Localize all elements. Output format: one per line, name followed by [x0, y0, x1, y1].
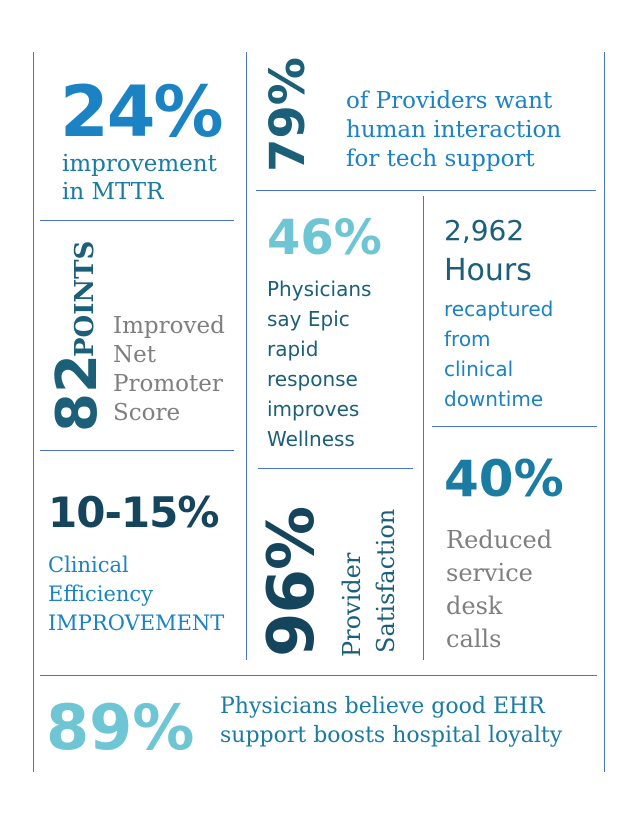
stat-loyalty-line1: Physicians believe good EHR — [220, 694, 545, 719]
stat-wellness-line3: rapid — [267, 337, 319, 361]
divider-bottom — [40, 675, 597, 676]
divider-row-left-2 — [40, 450, 234, 451]
stat-satisfaction-line2: Satisfaction — [372, 508, 400, 653]
right-border — [604, 52, 605, 772]
stat-hours-line4: downtime — [444, 387, 544, 411]
divider-row-right-2 — [432, 426, 597, 427]
stat-nps-line1: Improved — [113, 313, 225, 339]
stat-loyalty-line2: support boosts hospital loyalty — [220, 723, 563, 748]
stat-mttr-line2: in MTTR — [62, 179, 164, 205]
stat-nps-unit: POINTS — [70, 240, 100, 357]
left-border — [33, 52, 34, 772]
stat-efficiency-value: 10-15% — [48, 488, 219, 537]
divider-col-2 — [423, 196, 424, 660]
divider-row-mid — [258, 468, 413, 469]
stat-efficiency-line2: Efficiency — [48, 582, 154, 606]
stat-calls-line4: calls — [446, 625, 502, 653]
stat-hours-line2: from — [444, 327, 491, 351]
stat-satisfaction-value: 96% — [255, 506, 329, 657]
stat-nps-value: 82 — [45, 354, 110, 432]
stat-efficiency-line3: IMPROVEMENT — [48, 611, 225, 635]
stat-loyalty-value: 89% — [46, 691, 195, 764]
stat-providers-line3: for tech support — [346, 146, 535, 172]
stat-providers-value: 79% — [260, 57, 316, 172]
stat-satisfaction-line1: Provider — [338, 552, 366, 657]
stat-providers-line1: of Providers want — [346, 88, 553, 114]
stat-wellness-line6: Wellness — [267, 427, 355, 451]
stat-hours-unit: Hours — [444, 253, 532, 288]
stat-wellness-line5: improves — [267, 397, 360, 421]
stat-calls-line3: desk — [446, 592, 503, 620]
stat-hours-value: 2,962 — [444, 214, 525, 247]
stat-calls-value: 40% — [444, 450, 564, 508]
divider-row-right-1 — [256, 190, 596, 191]
stat-hours-line3: clinical — [444, 357, 514, 381]
stat-nps-line3: Promoter — [113, 371, 223, 397]
stat-nps-line4: Score — [113, 400, 181, 426]
stat-wellness-line1: Physicians — [267, 277, 372, 301]
stat-calls-line2: service — [446, 559, 533, 587]
stat-wellness-line4: response — [267, 367, 358, 391]
divider-row-left-1 — [40, 220, 234, 221]
stat-wellness-line2: say Epic — [267, 307, 350, 331]
divider-col-1 — [246, 52, 247, 660]
stat-efficiency-line1: Clinical — [48, 553, 129, 577]
stat-hours-line1: recaptured — [444, 297, 554, 321]
stat-calls-line1: Reduced — [446, 526, 553, 554]
stat-mttr-value: 24% — [60, 71, 224, 153]
stat-providers-line2: human interaction — [346, 117, 562, 143]
stat-wellness-value: 46% — [267, 210, 382, 266]
stat-mttr-line1: improvement — [62, 151, 217, 177]
stat-nps-line2: Net — [113, 342, 156, 368]
